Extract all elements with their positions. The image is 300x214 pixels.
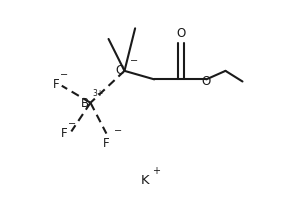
Text: −: − <box>130 56 138 65</box>
Text: B: B <box>81 97 89 110</box>
Text: K: K <box>140 174 149 187</box>
Text: F: F <box>61 127 67 140</box>
Text: O: O <box>176 27 185 40</box>
Text: F: F <box>52 77 59 91</box>
Text: C: C <box>115 64 123 77</box>
Text: O: O <box>202 75 211 88</box>
Text: +: + <box>152 166 160 176</box>
Text: −: − <box>68 119 76 129</box>
Text: −: − <box>114 126 122 136</box>
Text: −: − <box>60 70 68 80</box>
Text: F: F <box>103 137 110 150</box>
Text: 3+: 3+ <box>92 89 103 98</box>
